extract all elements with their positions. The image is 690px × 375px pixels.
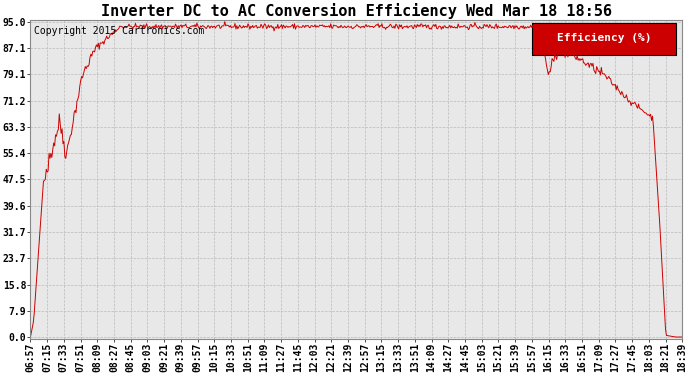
Text: Copyright 2015 Cartronics.com: Copyright 2015 Cartronics.com (34, 26, 204, 36)
Text: Efficiency (%): Efficiency (%) (557, 33, 651, 44)
Title: Inverter DC to AC Conversion Efficiency Wed Mar 18 18:56: Inverter DC to AC Conversion Efficiency … (101, 3, 612, 19)
FancyBboxPatch shape (532, 23, 676, 55)
